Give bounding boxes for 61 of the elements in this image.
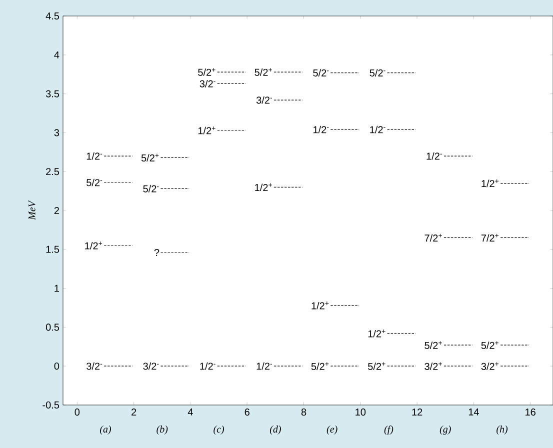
series-label: 5/2$^{-}$ [370, 69, 386, 76]
series-label: 1/2$^{+}$ [312, 302, 329, 310]
text: (c) [214, 426, 224, 435]
x-tick-label: 16 [526, 408, 536, 416]
series-label: 5/2$^{+}$ [368, 362, 386, 370]
x-tick-label: 0 [74, 408, 80, 416]
series-label: 7/2$^{+}$ [424, 234, 442, 242]
series-label: 3/2$^{+}$ [424, 362, 442, 370]
series-label: 5/2$^{-}$ [313, 69, 329, 76]
series-label: 5/2$^{+}$ [198, 68, 216, 76]
series-label: 3/2$^{-}$ [200, 80, 216, 88]
series-label: 5/2$^{+}$ [141, 154, 159, 162]
series-label: 3/2$^{-}$ [143, 362, 159, 370]
series-label: 1/2$^{-}$ [370, 126, 386, 134]
series-label: 1/2$^{+}$ [85, 242, 102, 250]
y-tick-label: 0 [54, 362, 60, 370]
x-tick-label: 6 [244, 408, 250, 416]
series-label: 5/2$^{+}$ [481, 341, 499, 349]
y-tick-label: 3.5 [46, 90, 60, 98]
series-label: 1/2$^{-}$ [314, 126, 329, 134]
series-label: 1/2$^{-}$ [256, 362, 272, 370]
y-tick-label: 3 [54, 129, 60, 136]
series-label: 5/2$^{+}$ [254, 68, 272, 76]
x-tick-label: 14 [468, 408, 479, 416]
series-label: 1/2$^{-}$ [200, 362, 216, 370]
series-label: 3/2$^{+}$ [481, 362, 499, 370]
y-tick-label: 0.5 [46, 324, 60, 331]
series-label: 1/2$^{+}$ [198, 126, 216, 134]
series-label: 1/2$^{-}$ [426, 152, 442, 160]
y-tick-label: -0.5 [42, 401, 60, 409]
y-tick-label: 4 [54, 51, 60, 58]
text: (a) [100, 426, 112, 435]
x-tick-label: 2 [132, 408, 136, 416]
y-tick-label: 1.5 [46, 246, 60, 253]
y-tick-label: 4.5 [46, 12, 60, 20]
x-tick-label: 12 [412, 408, 422, 416]
series-label: 5/2$^{+}$ [424, 341, 442, 349]
y-tick-label: 1 [54, 284, 59, 292]
text: (f) [384, 426, 394, 435]
series-label: 3/2$^{-}$ [256, 96, 272, 104]
series-label: 1/2$^{-}$ [86, 152, 102, 160]
series-label: 3/2$^{-}$ [86, 362, 102, 370]
text: (b) [156, 426, 168, 435]
y-axis-title: MeV [28, 200, 36, 220]
series-label: 5/2$^{-}$ [86, 178, 102, 186]
series-label: 1/2$^{+}$ [482, 179, 499, 188]
series-label: 1/2$^{+}$ [368, 330, 386, 338]
x-tick-label: 4 [188, 408, 193, 416]
y-tick-label: 2 [54, 207, 59, 214]
y-tick-label: 2.5 [46, 168, 60, 176]
text: (g) [440, 426, 451, 435]
x-tick-label: 10 [356, 408, 366, 416]
text: (d) [270, 426, 281, 435]
series-label: 1/2$^{+}$ [255, 183, 272, 192]
series-label: 5/2$^{+}$ [311, 362, 329, 370]
text: (e) [326, 426, 338, 435]
series-label: ? [154, 249, 160, 256]
series-label: 7/2$^{+}$ [481, 234, 499, 242]
x-tick-label: 8 [301, 408, 306, 416]
series-label: 5/2$^{-}$ [143, 185, 159, 192]
text: (h) [496, 426, 508, 435]
